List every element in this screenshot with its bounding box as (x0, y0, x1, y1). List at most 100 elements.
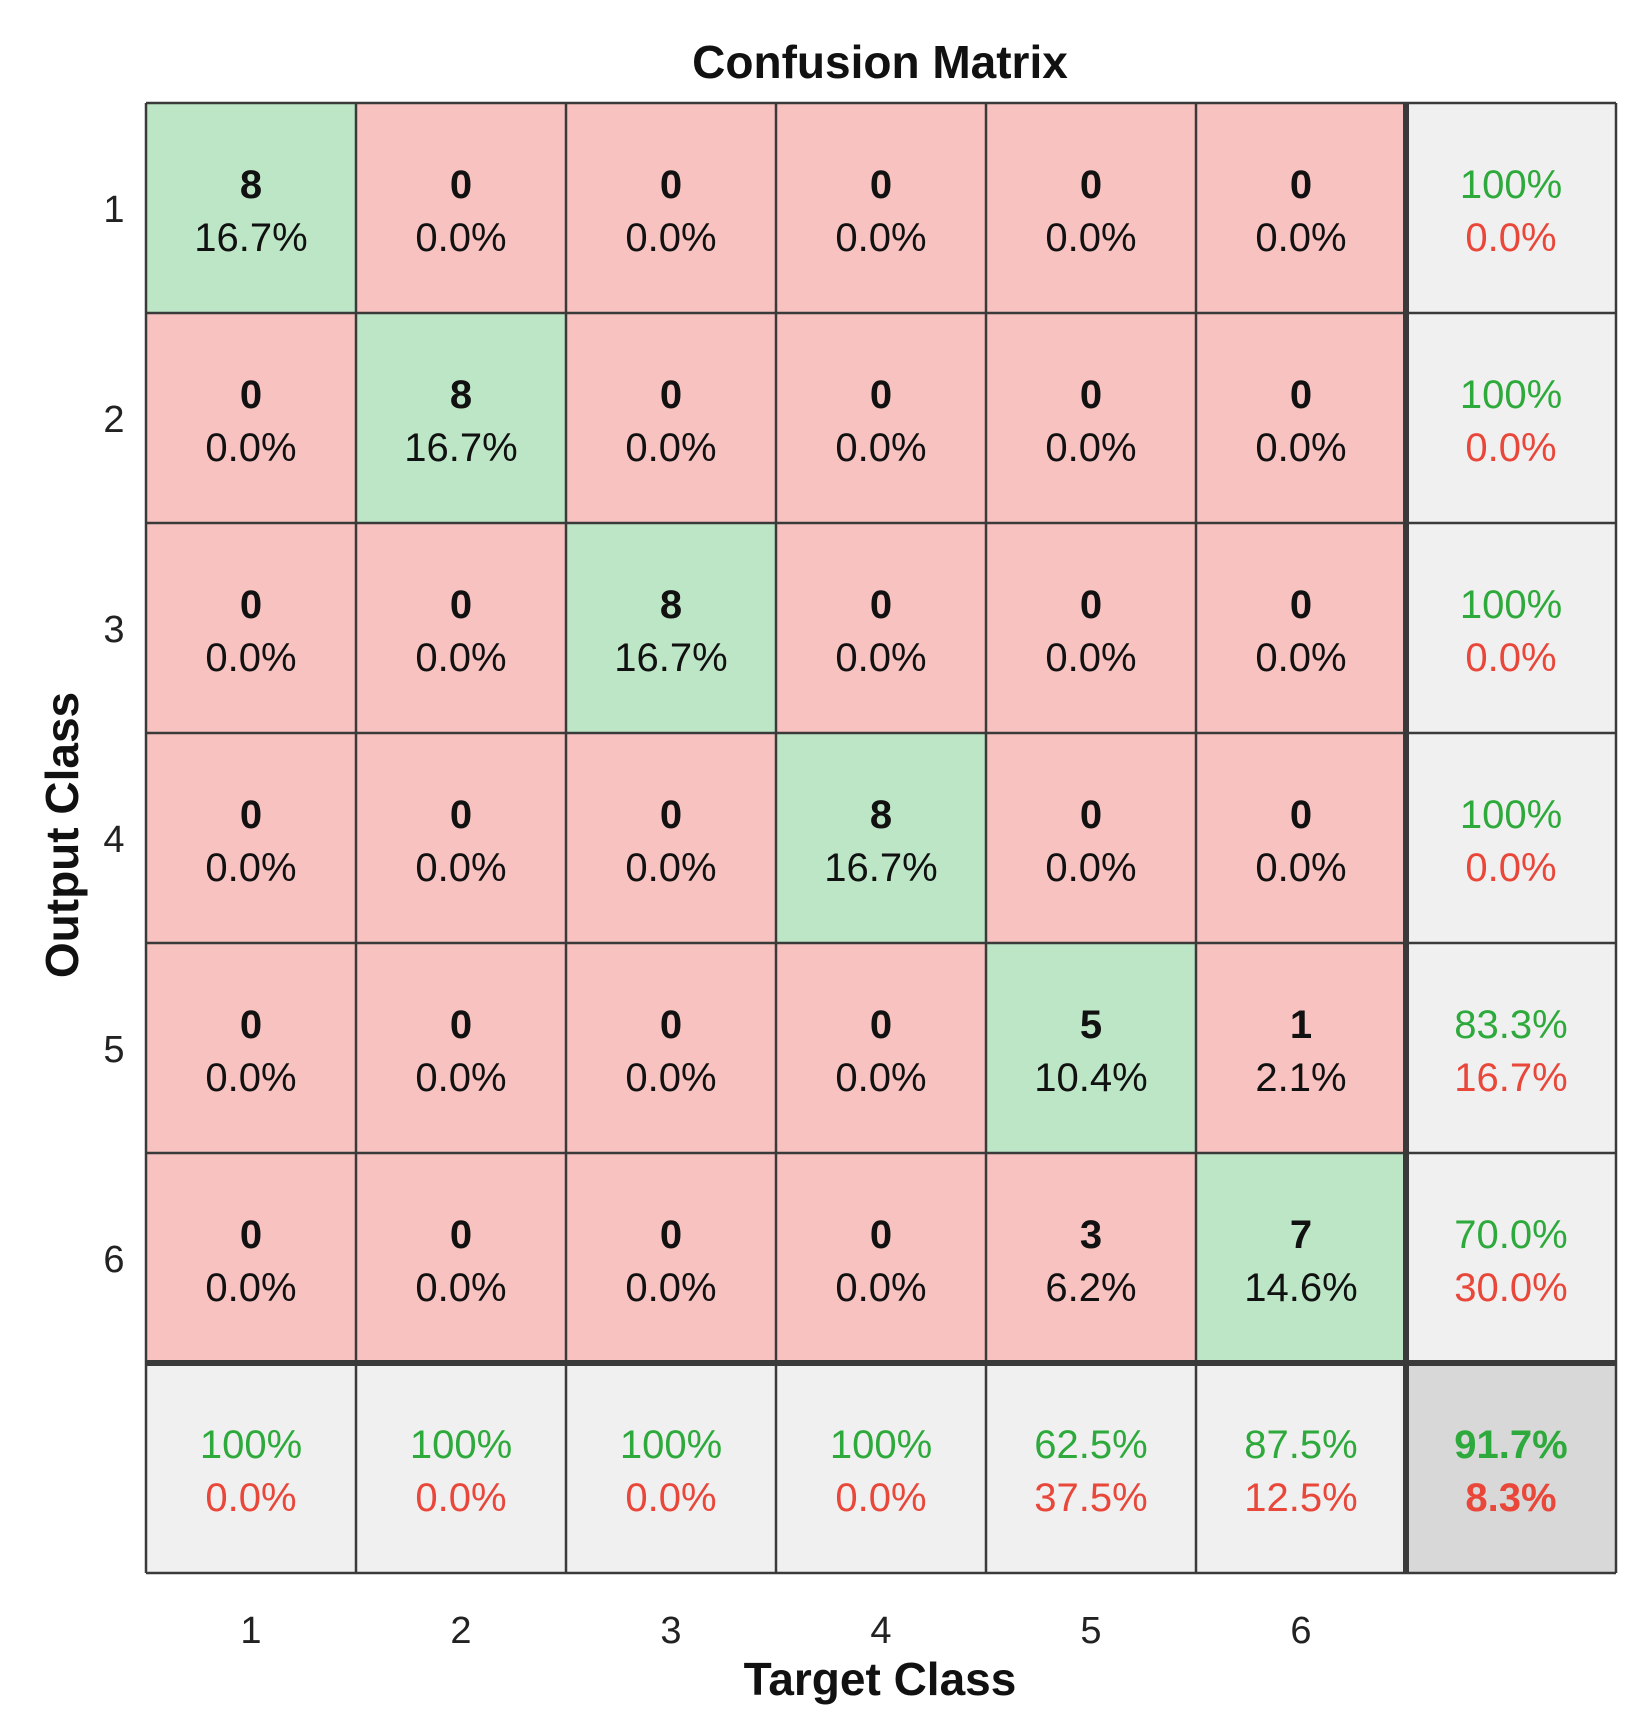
cell-count: 3 (1080, 1213, 1102, 1257)
cell-count: 8 (450, 373, 472, 417)
matrix-cell (986, 733, 1196, 943)
row-correct-percent: 100% (1460, 583, 1562, 627)
matrix-cell (1196, 943, 1406, 1153)
cell-count: 7 (1290, 1213, 1312, 1257)
cell-count: 5 (1080, 1003, 1102, 1047)
cell-count: 8 (240, 163, 262, 207)
column-summary-cell (356, 1363, 566, 1573)
cell-percent: 0.0% (1045, 846, 1136, 890)
row-correct-percent: 100% (1460, 793, 1562, 837)
cell-percent: 0.0% (1255, 636, 1346, 680)
cell-count: 1 (1290, 1003, 1312, 1047)
cell-percent: 0.0% (835, 426, 926, 470)
matrix-cell (986, 103, 1196, 313)
matrix-cell (146, 523, 356, 733)
cell-percent: 14.6% (1244, 1266, 1357, 1310)
cell-count: 0 (240, 583, 262, 627)
matrix-cell (356, 733, 566, 943)
y-tick-label: 6 (103, 1239, 124, 1281)
row-correct-percent: 70.0% (1454, 1213, 1567, 1257)
cell-percent: 0.0% (625, 846, 716, 890)
matrix-cell (986, 1153, 1196, 1363)
overall-accuracy-cell (1406, 1363, 1616, 1573)
matrix-cell (566, 523, 776, 733)
cell-count: 0 (240, 793, 262, 837)
matrix-grid (144, 101, 1618, 1575)
matrix-cell (1196, 1153, 1406, 1363)
column-correct-percent: 87.5% (1244, 1423, 1357, 1467)
matrix-cell (146, 103, 356, 313)
matrix-cell (776, 313, 986, 523)
cell-percent: 0.0% (625, 216, 716, 260)
cell-count: 8 (660, 583, 682, 627)
matrix-cell (776, 943, 986, 1153)
cell-percent: 0.0% (1255, 426, 1346, 470)
x-tick-label: 6 (1290, 1610, 1311, 1652)
cell-count: 0 (660, 1003, 682, 1047)
matrix-cell (986, 313, 1196, 523)
cell-percent: 0.0% (835, 1056, 926, 1100)
cell-percent: 16.7% (404, 426, 517, 470)
cell-count: 0 (660, 163, 682, 207)
cell-percent: 0.0% (1045, 216, 1136, 260)
x-tick-label: 3 (660, 1610, 681, 1652)
row-summary-cell (1406, 733, 1616, 943)
cell-percent: 10.4% (1034, 1056, 1147, 1100)
y-tick-label: 1 (103, 189, 124, 231)
column-incorrect-percent: 0.0% (415, 1476, 506, 1520)
cell-count: 0 (1290, 373, 1312, 417)
cell-count: 0 (1080, 583, 1102, 627)
cell-percent: 16.7% (194, 216, 307, 260)
matrix-cell (356, 313, 566, 523)
y-tick-label: 5 (103, 1029, 124, 1071)
column-correct-percent: 100% (620, 1423, 722, 1467)
cell-count: 0 (870, 163, 892, 207)
cell-count: 0 (450, 583, 472, 627)
row-summary-cell (1406, 523, 1616, 733)
matrix-cell (146, 313, 356, 523)
column-summary-cell (566, 1363, 776, 1573)
matrix-cell (356, 523, 566, 733)
column-incorrect-percent: 0.0% (625, 1476, 716, 1520)
matrix-cell (776, 523, 986, 733)
cell-percent: 16.7% (614, 636, 727, 680)
matrix-cells (146, 103, 1616, 1573)
cell-percent: 0.0% (205, 1266, 296, 1310)
cell-percent: 0.0% (625, 426, 716, 470)
column-correct-percent: 100% (200, 1423, 302, 1467)
cell-count: 0 (660, 793, 682, 837)
matrix-cell (986, 523, 1196, 733)
cell-percent: 0.0% (625, 1266, 716, 1310)
matrix-labels: 8 16.7% 0 0.0% 0 0.0% 0 0.0% 0 0.0% 0 0.0% 100% 0.0% 0… (194, 163, 1567, 1520)
cell-count: 0 (240, 1003, 262, 1047)
column-correct-percent: 100% (410, 1423, 512, 1467)
row-summary-cell (1406, 103, 1616, 313)
matrix-cell (776, 1153, 986, 1363)
cell-count: 0 (450, 1003, 472, 1047)
cell-count: 0 (870, 373, 892, 417)
cell-count: 0 (450, 1213, 472, 1257)
overall-incorrect-percent: 8.3% (1465, 1476, 1556, 1520)
matrix-cell (146, 733, 356, 943)
matrix-cell (566, 733, 776, 943)
cell-percent: 0.0% (1255, 846, 1346, 890)
cell-percent: 0.0% (205, 426, 296, 470)
cell-count: 0 (1080, 793, 1102, 837)
column-summary-cell (776, 1363, 986, 1573)
cell-percent: 0.0% (835, 636, 926, 680)
matrix-cell (356, 943, 566, 1153)
column-summary-cell (146, 1363, 356, 1573)
column-incorrect-percent: 0.0% (835, 1476, 926, 1520)
cell-count: 0 (660, 373, 682, 417)
axis-ticks: 1 2 3 4 5 6 1 2 3 4 5 6 (103, 189, 1311, 1652)
matrix-cell (776, 103, 986, 313)
chart-title: Confusion Matrix (692, 36, 1068, 88)
row-incorrect-percent: 0.0% (1465, 216, 1556, 260)
x-axis-label: Target Class (744, 1653, 1017, 1705)
cell-count: 0 (1080, 373, 1102, 417)
cell-count: 8 (870, 793, 892, 837)
row-incorrect-percent: 0.0% (1465, 846, 1556, 890)
matrix-cell (566, 1153, 776, 1363)
